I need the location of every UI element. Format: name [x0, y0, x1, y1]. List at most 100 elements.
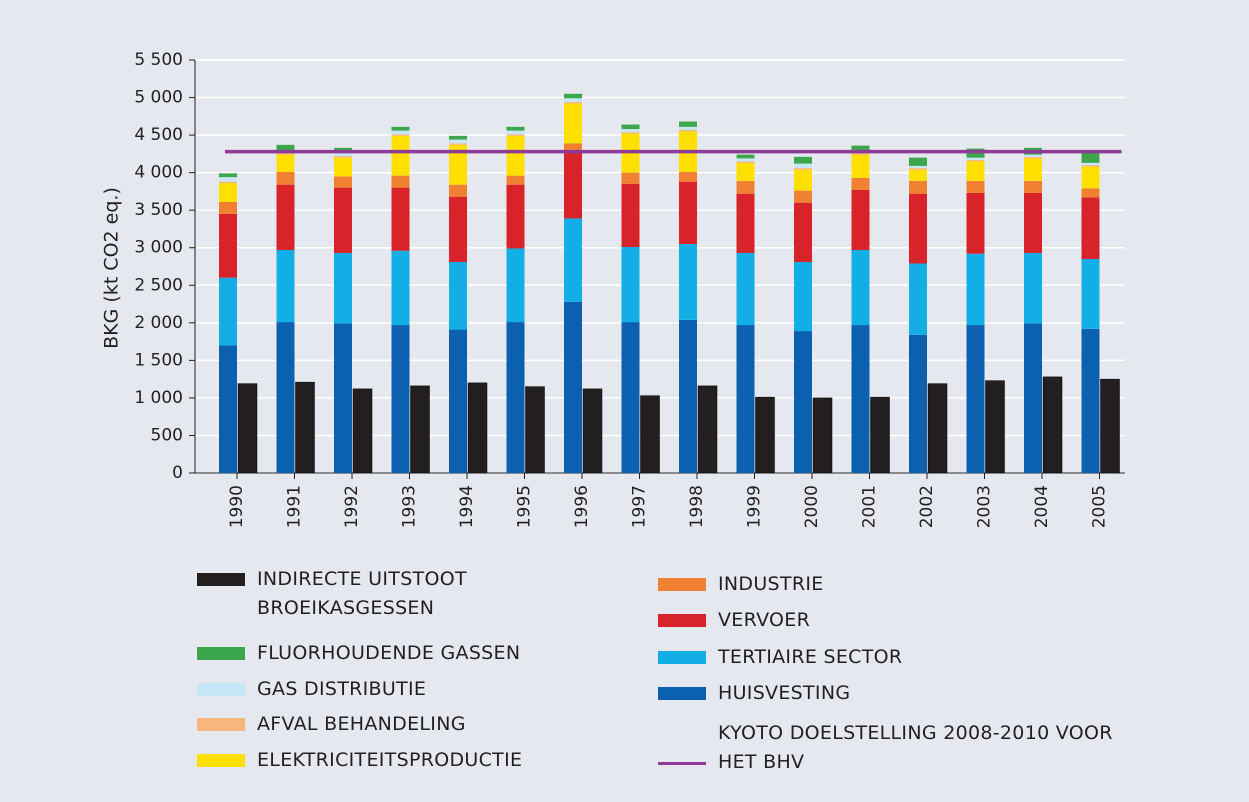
bar-segment	[276, 144, 295, 151]
legend-swatch	[197, 683, 245, 696]
indirect-bar	[755, 396, 775, 474]
legend-swatch	[658, 651, 706, 664]
bar-segment	[966, 253, 985, 326]
bar-segment	[334, 252, 352, 324]
bar-segment	[1024, 180, 1042, 193]
bar-segment	[219, 201, 237, 214]
bar-segment	[449, 196, 467, 262]
x-tick-label: 1991	[285, 485, 305, 528]
x-tick-label: 1990	[227, 485, 247, 528]
x-tick-label: 2003	[975, 485, 995, 528]
bar-segment	[851, 153, 870, 155]
legend-label: VERVOER	[718, 609, 811, 631]
bar-segment	[736, 154, 755, 159]
y-tick-label: 4 000	[134, 163, 183, 183]
bar-segment	[966, 161, 985, 181]
legend-swatch	[197, 573, 245, 586]
bar-segment	[334, 157, 352, 177]
indirect-bar	[697, 385, 718, 474]
indirect-bar	[927, 383, 948, 474]
bar-segment	[219, 183, 237, 202]
legend-swatch	[658, 614, 706, 627]
bar-segment	[909, 263, 927, 335]
bar-segment	[564, 143, 582, 152]
legend-swatch	[658, 687, 706, 700]
bar-segment	[679, 126, 697, 130]
bar-segment	[736, 158, 755, 162]
bar-segment	[449, 184, 467, 197]
bar-segment	[794, 190, 812, 203]
legend-label: ELEKTRICITEITSPRODUCTIE	[257, 749, 523, 771]
bar-segment	[851, 154, 870, 178]
bar-segment	[219, 345, 237, 473]
x-tick-label: 1992	[342, 485, 362, 528]
bar-segment	[1024, 158, 1042, 181]
bar-segment	[276, 322, 295, 473]
legend-swatch	[197, 647, 245, 660]
y-axis-label: BKG (kt CO2 eq.)	[101, 187, 123, 349]
y-tick-label: 1 000	[134, 388, 183, 408]
indirect-bar	[1042, 376, 1063, 474]
legend-label: FLUORHOUDENDE GASSEN	[257, 642, 521, 664]
bar-segment	[909, 168, 927, 170]
indirect-bar	[352, 388, 373, 474]
indirect-bar	[525, 386, 545, 474]
bar-segment	[449, 139, 467, 144]
bar-segment	[334, 152, 352, 157]
bar-segment	[564, 98, 582, 103]
bar-segment	[391, 130, 410, 135]
bar-segment	[794, 261, 812, 332]
bar-segment	[679, 121, 697, 127]
bar-segment	[966, 159, 985, 162]
bar-segment	[219, 181, 237, 184]
bar-segment	[736, 162, 755, 181]
bar-segment	[909, 180, 927, 194]
bar-segment	[391, 134, 410, 136]
bar-segment	[851, 177, 870, 190]
legend-label: KYOTO DOELSTELLING 2008-2010 VOOR HET BH…	[718, 722, 1113, 773]
bar-segment	[1024, 156, 1042, 159]
legend-swatch	[658, 578, 706, 591]
legend-swatch	[197, 754, 245, 767]
bar-segment	[506, 248, 525, 323]
bar-segment	[391, 187, 410, 251]
legend-label: HUISVESTING	[718, 682, 851, 704]
bar-segment	[391, 175, 410, 188]
x-tick-label: 2005	[1090, 485, 1110, 528]
bar-segment	[1081, 258, 1100, 329]
bar-segment	[564, 93, 582, 99]
x-tick-label: 2002	[917, 485, 937, 528]
y-tick-label: 3 000	[134, 238, 183, 258]
x-tick-label: 1994	[457, 485, 477, 528]
bar-segment	[679, 129, 697, 132]
bar-segment	[909, 169, 927, 181]
bar-segment	[449, 143, 467, 145]
x-tick-label: 1997	[630, 485, 650, 528]
bar-segment	[621, 129, 640, 133]
bar-segment	[794, 156, 812, 164]
bar-segment	[736, 325, 755, 473]
bar-segment	[909, 193, 927, 264]
legend-label: GAS DISTRIBUTIE	[257, 678, 427, 700]
bar-segment	[966, 192, 985, 254]
bar-segment	[391, 250, 410, 326]
bar-segment	[736, 252, 755, 326]
indirect-bar	[295, 381, 315, 474]
bar-segment	[564, 218, 582, 302]
bar-segment	[334, 156, 352, 158]
y-tick-label: 2 000	[134, 313, 183, 333]
y-tick-label: 5 500	[134, 50, 183, 70]
bar-segment	[219, 213, 237, 278]
indirect-bar	[985, 380, 1005, 474]
bar-segment	[276, 184, 295, 250]
legend-swatch	[197, 718, 245, 731]
indirect-bar	[237, 383, 258, 474]
bar-segment	[564, 151, 582, 219]
bar-segment	[736, 161, 755, 163]
bar-segment	[276, 171, 295, 185]
bar-segment	[219, 177, 237, 182]
bar-segment	[1024, 323, 1042, 473]
bar-segment	[506, 130, 525, 135]
bar-segment	[276, 153, 295, 155]
